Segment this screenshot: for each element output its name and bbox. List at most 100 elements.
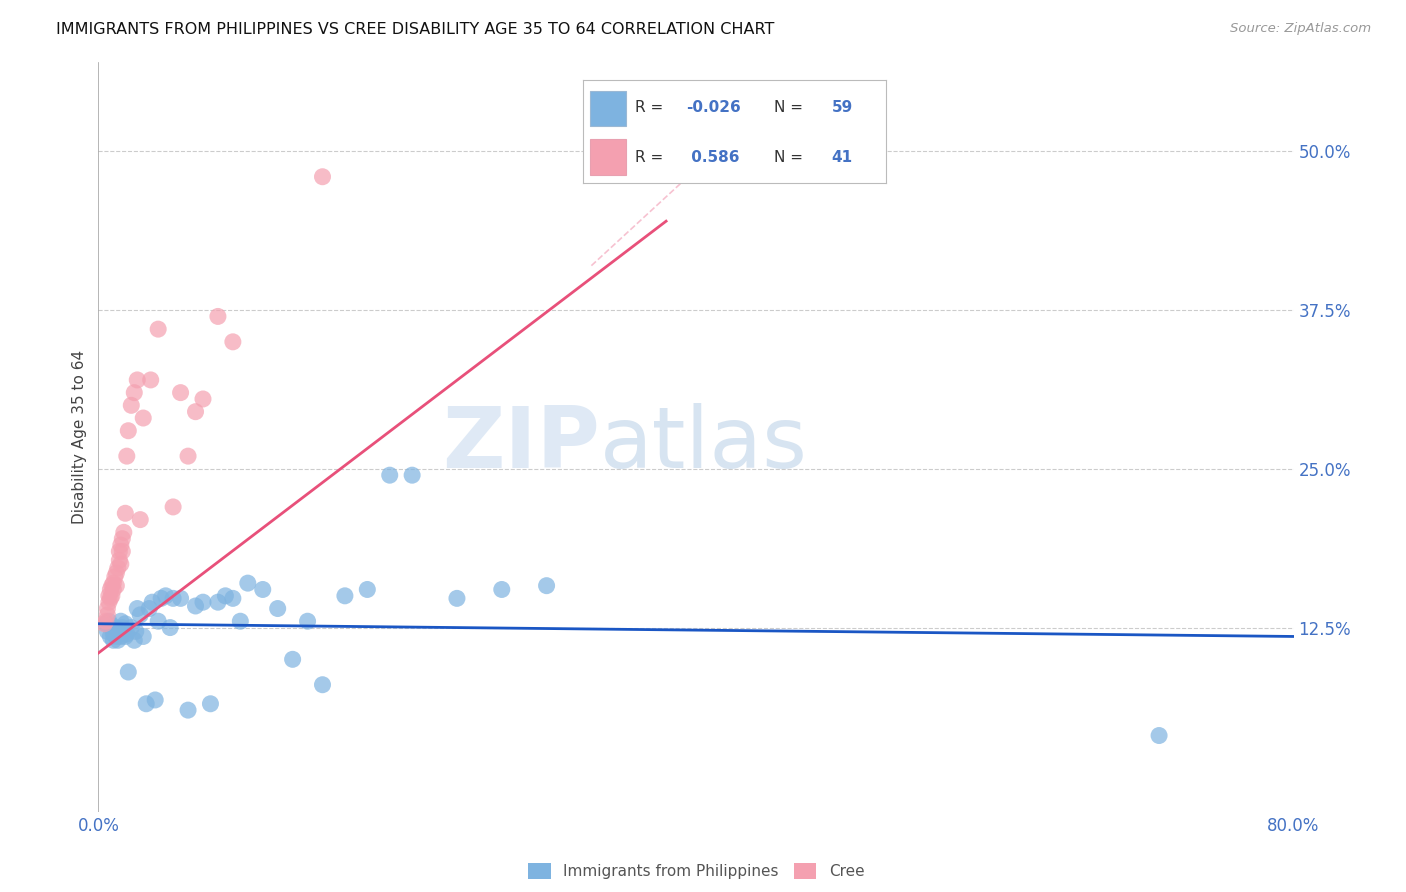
- Bar: [589, 139, 626, 175]
- Text: -0.026: -0.026: [686, 101, 741, 115]
- Point: [148, 614, 170, 628]
- Point: [446, 591, 468, 606]
- Point: [207, 595, 229, 609]
- Point: [222, 334, 245, 349]
- Point: [115, 449, 138, 463]
- Point: [117, 665, 139, 679]
- Point: [103, 582, 125, 597]
- Point: [94, 614, 117, 628]
- Point: [101, 589, 124, 603]
- Text: R =: R =: [636, 101, 668, 115]
- Point: [252, 582, 274, 597]
- Point: [101, 621, 124, 635]
- Point: [169, 591, 191, 606]
- Point: [311, 169, 333, 184]
- Point: [141, 595, 163, 609]
- Point: [169, 385, 191, 400]
- Point: [112, 624, 135, 639]
- Y-axis label: Disability Age 35 to 64: Disability Age 35 to 64: [72, 350, 87, 524]
- Point: [114, 506, 136, 520]
- Point: [124, 633, 146, 648]
- Point: [139, 373, 162, 387]
- Point: [1147, 729, 1170, 743]
- Point: [107, 622, 129, 636]
- Point: [103, 633, 125, 648]
- Point: [281, 652, 304, 666]
- Point: [107, 561, 129, 575]
- Point: [143, 693, 166, 707]
- Point: [108, 627, 131, 641]
- Point: [191, 392, 214, 406]
- Text: R =: R =: [636, 150, 668, 165]
- Point: [111, 621, 134, 635]
- Point: [96, 607, 118, 622]
- Text: N =: N =: [773, 150, 808, 165]
- Point: [200, 697, 222, 711]
- Point: [236, 576, 259, 591]
- Point: [98, 591, 122, 606]
- Point: [150, 591, 173, 606]
- Point: [132, 630, 155, 644]
- Point: [401, 468, 423, 483]
- Point: [125, 624, 148, 639]
- Point: [132, 411, 155, 425]
- Point: [378, 468, 401, 483]
- Point: [104, 624, 127, 639]
- Point: [120, 398, 142, 412]
- Point: [127, 373, 149, 387]
- Text: N =: N =: [773, 101, 808, 115]
- Point: [104, 570, 127, 584]
- Point: [105, 579, 128, 593]
- Point: [97, 614, 120, 628]
- Point: [311, 678, 333, 692]
- Point: [98, 630, 122, 644]
- Point: [101, 579, 124, 593]
- Point: [97, 589, 120, 603]
- Point: [108, 553, 131, 567]
- Legend: Immigrants from Philippines, Cree: Immigrants from Philippines, Cree: [527, 863, 865, 879]
- Point: [124, 385, 146, 400]
- Point: [129, 607, 152, 622]
- Point: [177, 449, 200, 463]
- Point: [105, 566, 128, 580]
- Point: [129, 513, 152, 527]
- Text: atlas: atlas: [600, 403, 808, 486]
- Point: [114, 616, 136, 631]
- Point: [222, 591, 245, 606]
- Point: [103, 619, 125, 633]
- Text: Source: ZipAtlas.com: Source: ZipAtlas.com: [1230, 22, 1371, 36]
- Point: [297, 614, 319, 628]
- Text: 41: 41: [831, 150, 852, 165]
- Point: [229, 614, 252, 628]
- Point: [107, 633, 129, 648]
- Text: ZIP: ZIP: [443, 403, 600, 486]
- Point: [159, 621, 181, 635]
- Point: [155, 589, 177, 603]
- Point: [103, 576, 125, 591]
- Text: 0.586: 0.586: [686, 150, 740, 165]
- Point: [267, 601, 290, 615]
- Point: [112, 525, 135, 540]
- Point: [162, 591, 184, 606]
- Bar: [589, 91, 626, 127]
- Point: [108, 544, 131, 558]
- Point: [110, 614, 132, 628]
- Point: [191, 595, 214, 609]
- Point: [536, 579, 558, 593]
- Point: [114, 630, 136, 644]
- Point: [120, 621, 142, 635]
- Point: [94, 616, 117, 631]
- Point: [184, 405, 207, 419]
- Point: [105, 630, 128, 644]
- Point: [115, 627, 138, 641]
- Point: [97, 595, 120, 609]
- Point: [110, 538, 132, 552]
- Point: [96, 624, 118, 639]
- Point: [148, 322, 170, 336]
- Point: [491, 582, 513, 597]
- Point: [162, 500, 184, 514]
- Point: [110, 557, 132, 571]
- Point: [103, 627, 125, 641]
- Point: [356, 582, 378, 597]
- Point: [135, 697, 157, 711]
